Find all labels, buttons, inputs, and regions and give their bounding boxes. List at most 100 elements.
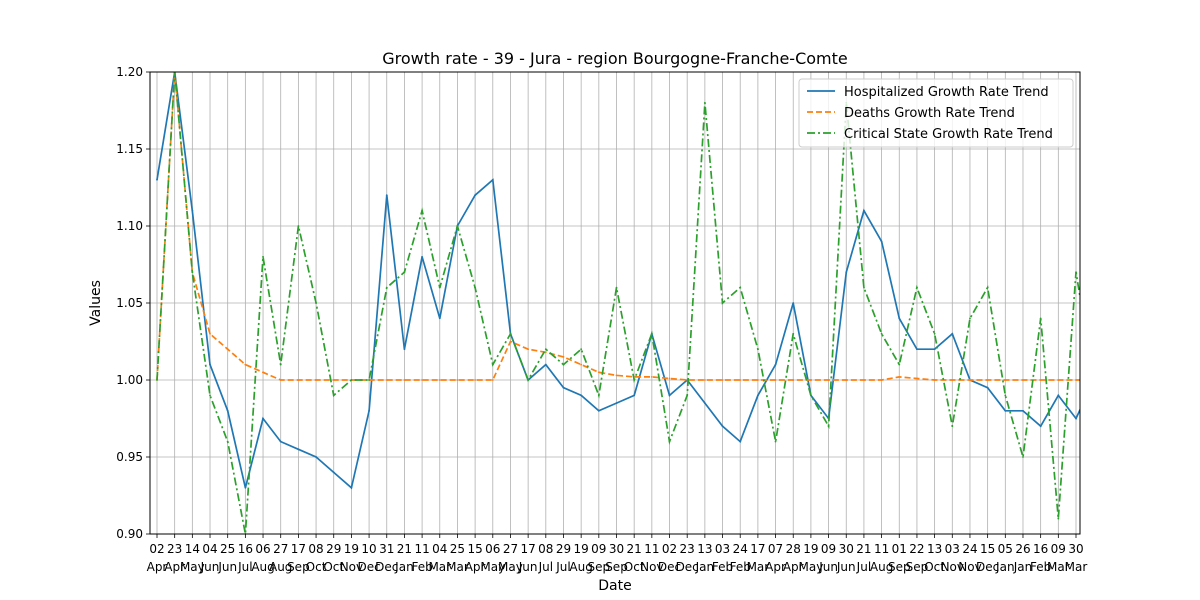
- series-point: [279, 363, 282, 366]
- series-point: [403, 271, 406, 274]
- x-tick-label-day: 17: [750, 542, 765, 556]
- x-tick-label-day: 31: [379, 542, 394, 556]
- series-point: [1075, 271, 1077, 274]
- series-point: [438, 317, 441, 320]
- x-tick-label-day: 09: [821, 542, 836, 556]
- series-point: [933, 348, 936, 351]
- series-point: [244, 486, 247, 489]
- x-tick-label-day: 24: [733, 542, 748, 556]
- series-point: [739, 379, 742, 381]
- y-tick-label: 1.00: [116, 373, 143, 387]
- series-point: [774, 379, 777, 381]
- series-point: [350, 379, 353, 381]
- series-point: [774, 440, 777, 443]
- x-tick-label-month: Jul: [856, 560, 871, 574]
- series-point: [969, 317, 971, 320]
- series-point: [1057, 517, 1060, 520]
- x-tick-label-day: 03: [715, 542, 730, 556]
- series-point: [491, 363, 494, 366]
- series-point: [456, 379, 459, 381]
- x-tick-label-month: Apr: [164, 560, 185, 574]
- series-point: [792, 302, 795, 304]
- series-point: [421, 255, 423, 258]
- legend-box: [798, 78, 1074, 148]
- x-tick-label-day: 30: [839, 542, 854, 556]
- x-tick-label-month: Jan: [394, 560, 414, 574]
- series-point: [863, 379, 865, 381]
- x-tick-label-day: 11: [414, 542, 429, 556]
- series-point: [297, 379, 300, 381]
- series-point: [633, 379, 636, 381]
- x-tick-label-month: Jul: [555, 560, 570, 574]
- series-point: [916, 348, 918, 351]
- series-point: [226, 440, 229, 443]
- x-tick-label-day: 11: [644, 542, 659, 556]
- x-tick-label-month: Dec: [357, 560, 380, 574]
- series-point: [739, 440, 742, 443]
- series-point: [1093, 379, 1095, 381]
- series-point: [615, 374, 618, 377]
- x-tick-label-day: 23: [680, 542, 695, 556]
- series-point: [668, 377, 671, 380]
- series-point: [438, 286, 441, 289]
- legend-label: Hospitalized Growth Rate Trend: [844, 85, 1049, 100]
- x-tick-label-day: 06: [255, 542, 270, 556]
- series-point: [156, 178, 158, 181]
- x-tick-label-day: 15: [980, 542, 995, 556]
- x-tick-label-month: Jan: [995, 560, 1015, 574]
- series-point: [703, 101, 706, 104]
- x-tick-label-day: 29: [556, 542, 571, 556]
- series-point: [562, 363, 565, 366]
- x-tick-label-month: Aug: [251, 560, 274, 574]
- x-tick-label-month: Aug: [870, 560, 893, 574]
- x-tick-label-month: Apr: [765, 560, 786, 574]
- x-tick-label-day: 22: [909, 542, 924, 556]
- x-tick-label-month: May: [498, 560, 523, 574]
- series-point: [721, 379, 724, 381]
- x-tick-label-month: Oct: [924, 560, 945, 574]
- series-point: [756, 379, 759, 381]
- series-point: [916, 377, 918, 380]
- series-point: [792, 332, 795, 335]
- series-point: [933, 379, 936, 381]
- series-point: [527, 348, 530, 351]
- x-tick-label-day: 04: [202, 542, 217, 556]
- series-point: [1057, 379, 1060, 381]
- legend: Hospitalized Growth Rate Trend Deaths Gro…: [798, 78, 1074, 148]
- series-point: [933, 332, 936, 335]
- series-point: [703, 402, 706, 404]
- series-point: [615, 402, 618, 404]
- series-point: [1075, 417, 1077, 420]
- x-tick-label-day: 23: [167, 542, 182, 556]
- x-tick-label-month: Mar: [1047, 560, 1070, 574]
- x-ticks: 02Apr23Apr14May04Jun25Jun16Jul06Aug27Aug…: [147, 534, 1087, 574]
- x-tick-label-month: Mar: [446, 560, 469, 574]
- x-tick-label-month: Apr: [147, 560, 168, 574]
- x-tick-label-day: 14: [185, 542, 200, 556]
- x-tick-label-month: Jun: [217, 560, 237, 574]
- series-point: [580, 394, 583, 397]
- x-tick-label-month: Sep: [906, 560, 929, 574]
- series-point: [1093, 379, 1095, 381]
- x-tick-label-day: 11: [874, 542, 889, 556]
- series-point: [544, 348, 547, 351]
- x-tick-label-month: Jan: [695, 560, 715, 574]
- x-tick-label-day: 17: [520, 542, 535, 556]
- x-tick-label-month: Dec: [658, 560, 681, 574]
- series-point: [562, 386, 565, 389]
- series-point: [739, 286, 742, 289]
- series-point: [1039, 425, 1042, 428]
- x-tick-label-month: Sep: [287, 560, 310, 574]
- series-point: [1057, 394, 1060, 397]
- series-point: [597, 371, 600, 374]
- x-tick-label-month: Oct: [323, 560, 344, 574]
- x-tick-label-day: 13: [697, 542, 712, 556]
- series-point: [421, 209, 423, 212]
- x-tick-label-day: 26: [1015, 542, 1030, 556]
- series-point: [438, 379, 441, 381]
- series-point: [509, 332, 512, 335]
- series-point: [1075, 379, 1077, 381]
- x-tick-label-month: Sep: [605, 560, 628, 574]
- series-point: [916, 286, 918, 289]
